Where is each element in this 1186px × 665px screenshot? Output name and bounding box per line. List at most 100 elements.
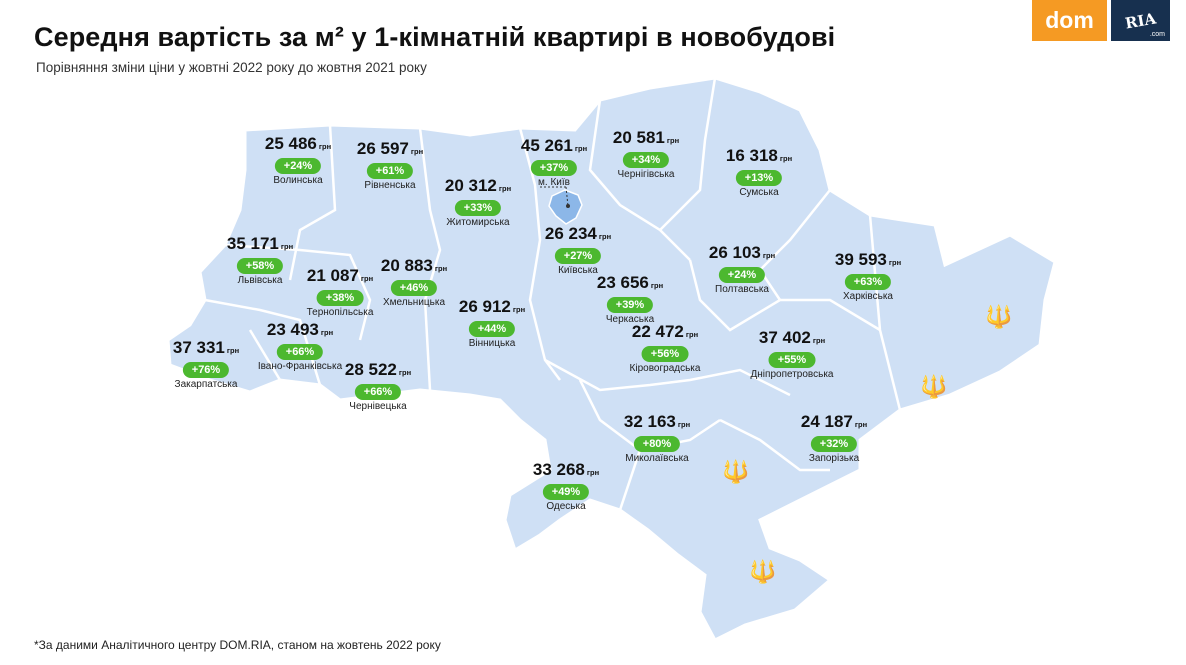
region-change-badge: +58% [236, 258, 284, 274]
region-price: 37 402 [758, 328, 811, 347]
region-price: 26 234 [544, 224, 597, 243]
region-name: Київська [558, 265, 598, 276]
region-change-badge: +66% [276, 344, 324, 360]
region-change-badge: +76% [182, 362, 230, 378]
unit-label: грн [666, 136, 680, 145]
region-change-badge: +39% [606, 297, 654, 313]
region-label-kirovohradska: 22 472 грн +56% Кіровоградська [630, 322, 701, 374]
region-name: Рівненська [364, 180, 416, 191]
unit-label: грн [318, 142, 332, 151]
region-change-badge: +63% [844, 274, 892, 290]
region-change-badge: +24% [274, 158, 322, 174]
unit-label: грн [779, 154, 793, 163]
region-price: 28 522 [344, 360, 397, 379]
region-name: Одеська [546, 501, 586, 512]
region-price: 26 103 [708, 243, 761, 262]
region-price: 24 187 [800, 412, 853, 431]
region-change-badge: +80% [633, 436, 681, 452]
region-label-zaporizka: 24 187 грн +32% Запорізька [801, 412, 867, 464]
region-name: Чернігівська [617, 169, 675, 180]
region-label-chernihivska: 20 581 грн +34% Чернігівська [613, 128, 679, 180]
region-label-volynska: 25 486 грн +24% Волинська [265, 134, 331, 186]
unit-label: грн [762, 251, 776, 260]
unit-label: грн [398, 368, 412, 377]
unit-label: грн [320, 328, 334, 337]
region-label-mykolaivska: 32 163 грн +80% Миколаївська [624, 412, 690, 464]
region-label-cherkaska: 23 656 грн +39% Черкаська [597, 273, 663, 325]
region-name: Харківська [843, 291, 893, 302]
region-label-rivnenska: 26 597 грн +61% Рівненська [357, 139, 423, 191]
region-name: Кіровоградська [629, 363, 701, 374]
unit-label: грн [677, 420, 691, 429]
region-price: 33 268 [532, 460, 585, 479]
logo-com-text: .com [1149, 31, 1165, 38]
region-name: Тернопільська [306, 307, 374, 318]
region-label-kharkivska: 39 593 грн +63% Харківська [835, 250, 901, 302]
region-change-badge: +55% [768, 352, 816, 368]
region-change-badge: +61% [366, 163, 414, 179]
region-price: 32 163 [623, 412, 676, 431]
unit-label: грн [586, 468, 600, 477]
region-price: 37 331 [172, 338, 225, 357]
page-subtitle: Порівняння зміни ціни у жовтні 2022 року… [36, 60, 427, 75]
region-change-badge: +44% [468, 321, 516, 337]
region-label-ternopilska: 21 087 грн +38% Тернопільська [307, 266, 374, 318]
region-name: Житомирська [446, 217, 510, 228]
region-label-zakarpatska: 37 331 грн +76% Закарпатська [173, 338, 239, 390]
footnote: *За даними Аналітичного центру DOM.RIA, … [34, 638, 441, 652]
region-price: 35 171 [226, 234, 279, 253]
trident-icon: 🔱 [985, 305, 1013, 330]
region-name: Миколаївська [625, 453, 689, 464]
region-label-ivano-frankivska: 23 493 грн +66% Івано-Франківська [258, 320, 342, 372]
region-name: Полтавська [715, 284, 769, 295]
region-label-zhytomyrska: 20 312 грн +33% Житомирська [445, 176, 511, 228]
region-name: Львівська [237, 275, 283, 286]
region-label-vinnytska: 26 912 грн +44% Вінницька [459, 297, 525, 349]
region-change-badge: +24% [718, 267, 766, 283]
trident-icon: 🔱 [749, 560, 777, 585]
unit-label: грн [574, 144, 588, 153]
region-change-badge: +37% [530, 160, 578, 176]
region-label-kyiv-city: 45 261 грн +37% м. Київ [521, 136, 587, 188]
unit-label: грн [812, 336, 826, 345]
logo-dom: dom [1032, 0, 1107, 41]
unit-label: грн [650, 281, 664, 290]
region-name: Чернівецька [349, 401, 407, 412]
region-price: 20 312 [444, 176, 497, 195]
region-change-badge: +49% [542, 484, 590, 500]
region-label-sumska: 16 318 грн +13% Сумська [726, 146, 792, 198]
unit-label: грн [512, 305, 526, 314]
region-price: 39 593 [834, 250, 887, 269]
region-price: 26 597 [356, 139, 409, 158]
region-price: 26 912 [458, 297, 511, 316]
logo-ria-text: RIA [1123, 8, 1158, 33]
region-label-poltavska: 26 103 грн +24% Полтавська [709, 243, 775, 295]
region-price: 21 087 [306, 266, 359, 285]
unit-label: грн [498, 184, 512, 193]
region-name: Івано-Франківська [257, 361, 343, 372]
region-price: 25 486 [264, 134, 317, 153]
region-change-badge: +13% [735, 170, 783, 186]
trident-icon: 🔱 [920, 375, 948, 400]
region-name: Сумська [739, 187, 779, 198]
region-label-dnipropetrovska: 37 402 грн +55% Дніпропетровська [751, 328, 834, 380]
dom-ria-logo: dom RIA .com [1032, 0, 1170, 41]
unit-label: грн [598, 232, 612, 241]
page-title: Середня вартість за м² у 1-кімнатній ква… [34, 22, 836, 52]
region-label-odeska: 33 268 грн +49% Одеська [533, 460, 599, 512]
region-name: Закарпатська [174, 379, 238, 390]
kyiv-leader-line-2 [565, 186, 569, 207]
region-label-khmelnytska: 20 883 грн +46% Хмельницька [381, 256, 447, 308]
unit-label: грн [888, 258, 902, 267]
region-price: 45 261 [520, 136, 573, 155]
region-price: 23 656 [596, 273, 649, 292]
unit-label: грн [226, 346, 240, 355]
unit-label: грн [360, 274, 374, 283]
region-change-badge: +38% [316, 290, 364, 306]
region-price: 20 883 [380, 256, 433, 275]
region-change-badge: +34% [622, 152, 670, 168]
region-name: Запорізька [808, 453, 860, 464]
region-change-badge: +56% [641, 346, 689, 362]
region-name: Вінницька [468, 338, 516, 349]
region-change-badge: +46% [390, 280, 438, 296]
